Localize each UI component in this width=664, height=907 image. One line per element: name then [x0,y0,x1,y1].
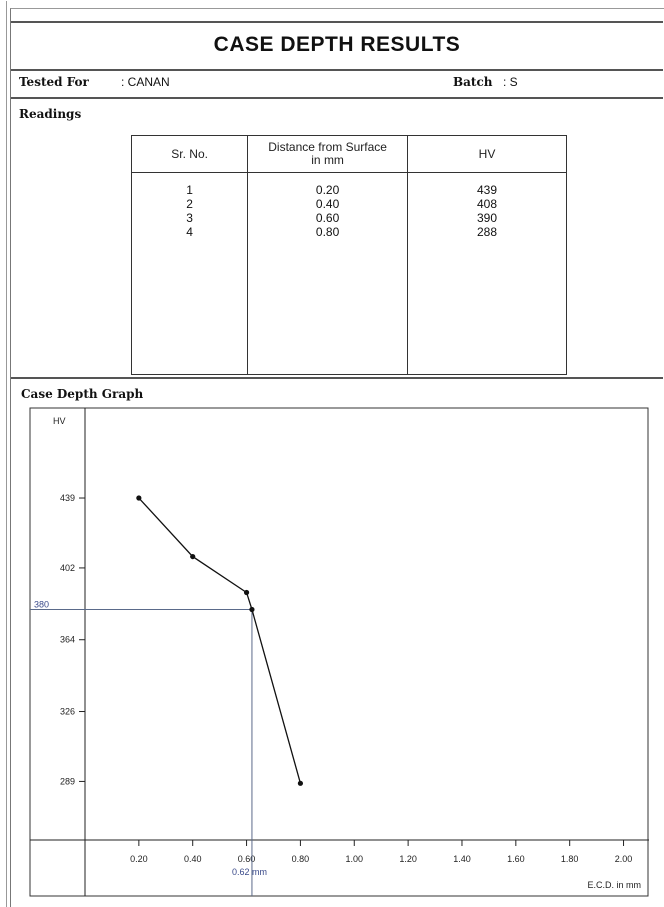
x-tick-label: 1.80 [561,854,579,864]
x-tick-label: 1.20 [399,854,417,864]
readings-label: Readings [19,107,82,121]
report-frame: CASE DEPTH RESULTS Tested For : CANAN Ba… [6,1,664,907]
data-point [190,553,196,560]
sr-column: 1 2 3 4 [130,172,249,375]
y-axis-label: HV [53,416,66,426]
table-cell: 3 [186,211,193,225]
table-cell: 2 [186,197,193,211]
series-line [138,497,302,784]
info-row: Tested For : CANAN Batch : S [11,67,663,99]
reference-y-label: 380 [34,599,49,609]
plot-border [29,407,649,897]
reference-x-label: 0.62 mm [232,867,267,877]
x-tick-label: 1.00 [346,854,364,864]
header-distance-line1: Distance from Surface [268,140,387,154]
data-point [243,589,250,596]
x-tick-label: 0.80 [292,854,310,864]
table-cell: 390 [476,211,497,225]
readings-section: Readings Sr. No. Distance from Surface i… [11,97,663,379]
readings-table: Sr. No. Distance from Surface in mm HV 1… [130,135,568,375]
table-cell: 288 [476,225,497,239]
x-tick-label: 0.40 [184,854,202,864]
batch-label: Batch [453,75,493,89]
x-tick-label: 1.40 [453,854,471,864]
y-tick-label: 402 [60,563,75,573]
header-hv: HV [406,135,568,173]
header-distance-line2: in mm [311,153,344,167]
y-tick-label: 364 [60,635,75,645]
case-depth-chart: HV E.C.D. in mm 439 402 364 326 289 0.20 0.40 0.6… [29,407,649,897]
header-distance: Distance from Surface in mm [247,135,408,173]
batch-value: : S [503,75,518,89]
readings-header-row: Sr. No. Distance from Surface in mm HV [130,135,568,173]
x-axis-label: E.C.D. in mm [587,880,641,890]
report-title: CASE DEPTH RESULTS [213,33,461,56]
distance-column: 0.20 0.40 0.60 0.80 [247,172,408,375]
x-tick-label: 0.20 [130,854,148,864]
table-cell: 439 [476,183,497,197]
table-cell: 0.20 [315,183,340,197]
y-tick-label: 326 [60,707,75,717]
table-cell: 408 [476,197,497,211]
tested-for-value: : CANAN [121,75,170,89]
x-tick-label: 2.00 [615,854,633,864]
table-cell: 0.80 [315,225,340,239]
data-point [249,606,255,613]
title-bar: CASE DEPTH RESULTS [11,21,663,71]
x-tick-label: 0.60 [238,854,256,864]
y-tick-label: 439 [60,493,75,503]
y-tick-label: 289 [60,776,75,786]
table-cell: 0.60 [315,211,340,225]
header-sr-no: Sr. No. [130,135,249,173]
table-cell: 0.40 [315,197,340,211]
readings-body-row: 1 2 3 4 0.20 0.40 0.60 0.80 439 408 [130,172,568,375]
tested-for-label: Tested For [19,75,89,89]
graph-label: Case Depth Graph [21,387,144,401]
hv-column: 439 408 390 288 [406,172,568,375]
x-tick-label: 1.60 [507,854,525,864]
table-cell: 4 [186,225,193,239]
data-point [136,495,142,501]
table-cell: 1 [186,183,193,197]
data-point [297,780,304,786]
